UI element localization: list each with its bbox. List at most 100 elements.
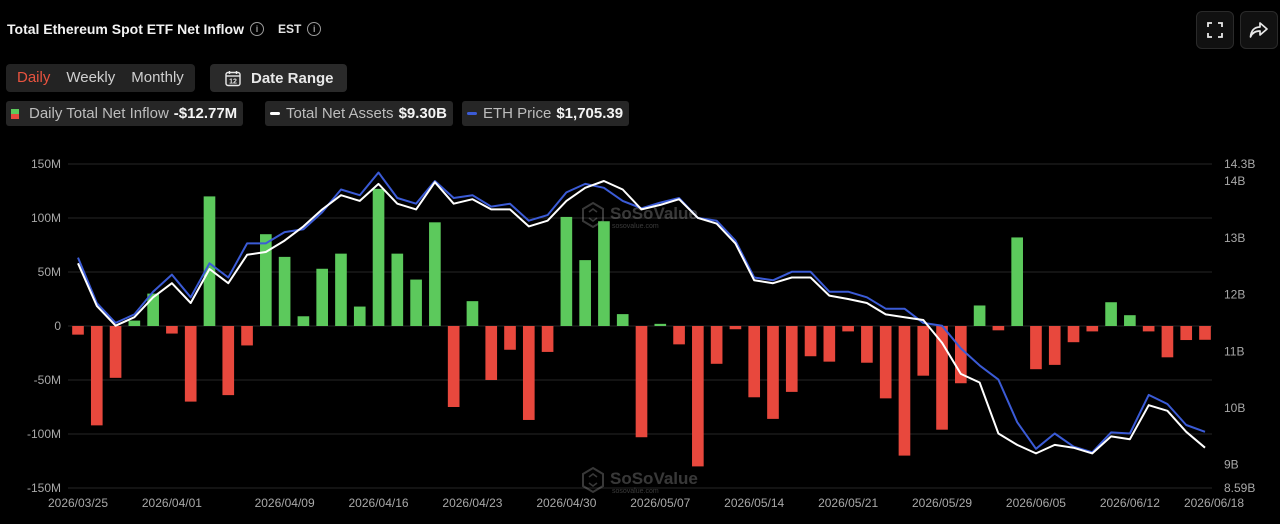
inflow-bar <box>654 323 667 326</box>
fullscreen-button[interactable] <box>1196 11 1234 49</box>
inflow-bars <box>72 188 1211 467</box>
x-tick-label: 2026/06/05 <box>1006 496 1066 510</box>
inflow-bar <box>748 326 761 398</box>
inflow-bar <box>729 326 742 330</box>
inflow-bar <box>335 253 347 326</box>
inflow-bar <box>184 326 197 402</box>
inflow-bar <box>429 222 441 326</box>
inflow-bar <box>90 326 103 426</box>
inflow-bar <box>842 326 854 332</box>
date-range-button[interactable]: 12 Date Range <box>210 64 347 92</box>
left-tick-label: 50M <box>38 265 61 279</box>
inflow-bar <box>917 326 930 376</box>
inflow-bar <box>898 326 911 456</box>
tab-daily[interactable]: Daily <box>17 69 51 86</box>
left-axis: 150M 100M 50M 0 -50M -100M -150M <box>27 157 61 495</box>
watermark-brand: SoSoValue <box>610 204 698 223</box>
right-tick-label: 14.3B <box>1224 157 1255 171</box>
inflow-bar <box>504 326 516 350</box>
inflow-bar <box>635 326 648 438</box>
watermark-logo-icon <box>582 466 604 494</box>
inflow-bar <box>804 326 817 357</box>
inflow-bar <box>410 279 422 326</box>
series-lines <box>77 171 1206 455</box>
inflow-bar <box>278 256 291 326</box>
inflow-bar <box>260 234 272 326</box>
inflow-bar <box>1124 315 1136 326</box>
left-tick-label: -100M <box>27 427 61 441</box>
inflow-bar <box>541 326 554 352</box>
inflow-bar <box>823 326 836 362</box>
inflow-bar <box>372 188 385 326</box>
right-tick-label: 14B <box>1224 174 1245 188</box>
inflow-bar <box>147 293 159 326</box>
inflow-bar <box>222 326 235 396</box>
inflow-bar <box>128 320 141 326</box>
inflow-bar <box>391 253 404 326</box>
x-tick-label: 2026/06/12 <box>1100 496 1160 510</box>
inflow-bar <box>109 326 122 378</box>
x-tick-label: 2026/05/14 <box>724 496 784 510</box>
inflow-bar <box>954 326 967 384</box>
inflow-bar <box>466 301 479 326</box>
price-swatch-icon <box>467 112 477 115</box>
inflow-bar <box>861 326 873 363</box>
right-axis: 14.3B 14B 13B 12B 11B 10B 9B 8.59B <box>1224 157 1255 495</box>
inflow-bar <box>1161 326 1174 358</box>
legend-label: ETH Price <box>483 105 552 122</box>
inflow-bar <box>297 316 310 326</box>
legend-label: Total Net Assets <box>286 105 394 122</box>
inflow-bar <box>710 326 723 364</box>
x-tick-label: 2026/03/25 <box>48 496 108 510</box>
tab-weekly[interactable]: Weekly <box>66 69 116 86</box>
x-tick-label: 2026/04/30 <box>536 496 596 510</box>
right-tick-label: 13B <box>1224 231 1245 245</box>
x-tick-label: 2026/04/16 <box>349 496 409 510</box>
watermark-site: sosovalue.com <box>612 488 659 495</box>
x-tick-label: 2026/05/07 <box>630 496 690 510</box>
timezone-label: EST <box>277 22 302 36</box>
info-icon[interactable]: i <box>249 22 264 36</box>
share-button[interactable] <box>1240 11 1278 49</box>
right-tick-label: 9B <box>1224 458 1239 472</box>
inflow-bar <box>353 306 366 326</box>
inflow-bar <box>241 326 253 346</box>
inflow-bar <box>560 216 573 326</box>
legend-net-inflow[interactable]: Daily Total Net Inflow -$12.77M <box>6 101 244 126</box>
inflow-bar <box>1180 326 1193 341</box>
inflow-bar <box>785 326 798 392</box>
assets-swatch-icon <box>270 112 280 115</box>
left-tick-label: -50M <box>34 373 61 387</box>
x-axis: 2026/03/25 2026/04/01 2026/04/09 2026/04/16… <box>48 496 1244 510</box>
legend-value: -$12.77M <box>173 105 238 122</box>
tab-monthly[interactable]: Monthly <box>131 69 184 86</box>
x-tick-label: 2026/05/21 <box>818 496 878 510</box>
inflow-bar <box>485 326 498 380</box>
inflow-bar <box>992 326 1005 331</box>
calendar-icon: 12 <box>225 70 241 86</box>
watermark: SoSoValue sosovalue.com SoSoValue sosova… <box>582 201 698 495</box>
legend-total-assets[interactable]: Total Net Assets $9.30B <box>265 101 453 126</box>
timezone-info-icon[interactable]: i <box>307 22 322 36</box>
inflow-swatch-icon <box>11 108 19 119</box>
inflow-bar <box>72 326 84 335</box>
total-net-assets-line <box>77 180 1206 455</box>
watermark-brand: SoSoValue <box>610 469 698 488</box>
legend-value: $9.30B <box>398 105 447 122</box>
chart-title: Total Ethereum Spot ETF Net Inflow <box>7 21 244 37</box>
inflow-bar <box>203 196 216 326</box>
inflow-bar <box>673 326 685 345</box>
inflow-bar <box>616 314 629 326</box>
inflow-bar <box>936 326 948 430</box>
inflow-bar <box>767 326 779 419</box>
x-tick-label: 2026/04/23 <box>442 496 502 510</box>
inflow-bar <box>1199 326 1211 340</box>
legend-value: $1,705.39 <box>556 105 624 122</box>
inflow-bar <box>1142 326 1155 332</box>
inflow-bar <box>1105 302 1117 326</box>
x-tick-label: 2026/06/18 <box>1184 496 1244 510</box>
legend-eth-price[interactable]: ETH Price $1,705.39 <box>462 101 630 126</box>
inflow-bar <box>973 305 986 326</box>
chart-header: Total Ethereum Spot ETF Net Inflow i EST… <box>7 18 322 40</box>
